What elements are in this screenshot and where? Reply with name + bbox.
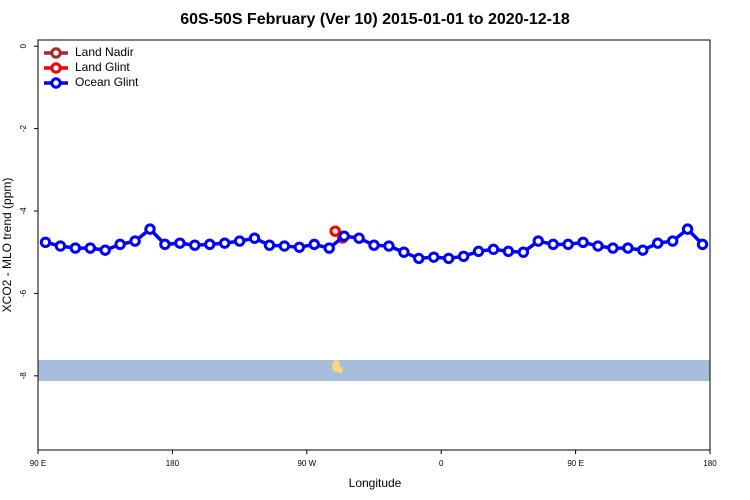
- data-point: [681, 223, 694, 235]
- data-point: [293, 241, 306, 253]
- y-tick-label: -6: [19, 289, 28, 297]
- data-point: [204, 238, 216, 251]
- data-point: [233, 235, 246, 247]
- data-point: [54, 240, 67, 252]
- data-point: [248, 232, 261, 244]
- data-point: [547, 238, 559, 251]
- data-point: [368, 239, 380, 251]
- legend-label: Land Nadir: [75, 45, 134, 59]
- x-tick-label: 90 W: [297, 459, 316, 468]
- y-tick-label: -4: [19, 207, 28, 215]
- y-tick-label: -8: [19, 372, 28, 380]
- data-point: [383, 240, 395, 252]
- legend-marker: [50, 47, 62, 59]
- data-point: [532, 235, 544, 247]
- data-point: [502, 245, 515, 258]
- x-tick-label: 90 E: [30, 459, 46, 468]
- data-point: [607, 242, 619, 254]
- legend-label: Land Glint: [75, 60, 130, 74]
- data-point: [189, 239, 201, 251]
- data-point: [666, 235, 679, 247]
- data-point: [323, 242, 335, 254]
- data-point: [517, 246, 530, 258]
- data-point: [338, 230, 350, 242]
- data-point: [622, 242, 634, 254]
- data-point: [263, 239, 276, 251]
- data-point: [562, 238, 574, 251]
- data-point: [592, 240, 604, 252]
- data-point: [577, 236, 589, 249]
- legend-label: Ocean Glint: [75, 75, 139, 89]
- data-point: [637, 244, 649, 256]
- data-point: [413, 252, 425, 265]
- data-point: [114, 238, 126, 251]
- legend-marker: [50, 77, 62, 89]
- x-tick-label: 180: [166, 459, 180, 468]
- data-point: [278, 240, 291, 252]
- data-point: [99, 244, 111, 256]
- data-point: [428, 251, 440, 263]
- map-strip: [38, 360, 710, 381]
- data-point: [353, 232, 365, 244]
- data-point: [159, 238, 171, 251]
- y-axis-label: XCO2 - MLO trend (ppm): [0, 178, 14, 313]
- plot-frame: [37, 39, 711, 451]
- data-point: [144, 223, 156, 235]
- data-point: [487, 243, 500, 256]
- land-patch: [337, 367, 343, 373]
- data-point: [84, 242, 96, 254]
- x-tick-label: 0: [439, 459, 444, 468]
- data-point: [129, 235, 141, 247]
- data-point: [472, 245, 485, 258]
- x-axis-label: Longitude: [349, 476, 402, 490]
- data-point: [218, 237, 231, 249]
- chart-title: 60S-50S February (Ver 10) 2015-01-01 to …: [180, 11, 570, 28]
- data-point: [329, 225, 341, 237]
- data-point: [69, 242, 82, 254]
- data-point: [398, 246, 410, 258]
- data-point: [174, 237, 186, 249]
- data-point: [39, 236, 52, 249]
- data-point: [457, 250, 470, 263]
- x-tick-label: 90 E: [567, 459, 583, 468]
- y-tick-label: 0: [19, 43, 28, 48]
- data-point: [652, 237, 664, 249]
- legend-marker: [50, 62, 62, 74]
- x-tick-label: 180: [703, 459, 717, 468]
- data-point: [442, 252, 455, 265]
- y-tick-label: -2: [19, 124, 28, 132]
- data-point: [696, 238, 709, 251]
- data-point: [308, 238, 320, 251]
